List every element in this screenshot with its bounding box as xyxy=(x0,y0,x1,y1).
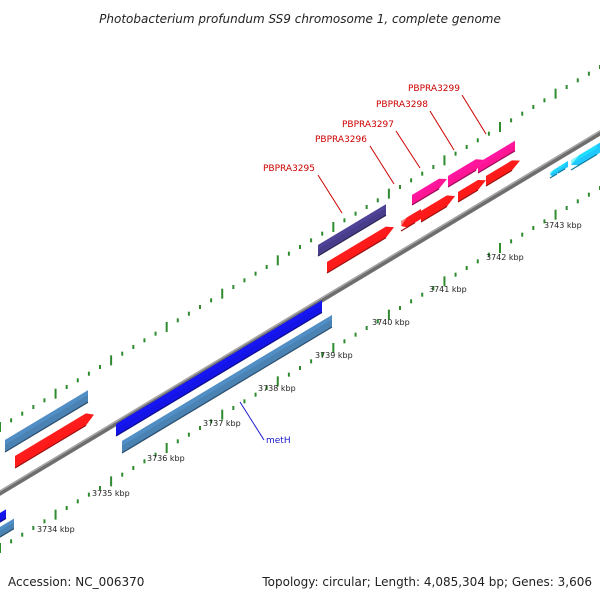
gene-meth-highlight xyxy=(122,315,332,446)
gene-red-left-highlight xyxy=(15,413,86,461)
gene-blue-long[interactable] xyxy=(115,300,323,437)
gene-label-pbpra3295[interactable]: PBPRA3295 xyxy=(263,164,315,174)
leader-pbpra3295 xyxy=(317,174,343,214)
gene-cyan-small-b-edge xyxy=(557,168,566,174)
leader-pbpra3298 xyxy=(429,110,455,151)
gene-pbpra3297-highlight xyxy=(412,178,439,199)
gene-label-pbpra3299[interactable]: PBPRA3299 xyxy=(408,84,460,94)
gene-steel-left-upper[interactable] xyxy=(4,390,89,453)
gene-cyan-small-a-edge xyxy=(549,173,558,179)
gene-pbpra3295-highlight xyxy=(318,204,386,250)
kbp-label: 3734 kbp xyxy=(37,525,75,534)
kbp-label: 3743 kbp xyxy=(544,221,582,230)
gene-steel-edge[interactable] xyxy=(0,518,15,540)
gene-steel-edge-edge xyxy=(0,528,15,538)
gene-blue-edge-edge xyxy=(0,517,7,523)
gene-cyan-right[interactable] xyxy=(570,140,600,171)
gene-pbpra3298[interactable] xyxy=(447,159,484,188)
gene-pbpra3297-body[interactable] xyxy=(412,178,447,205)
kbp-label: 3738 kbp xyxy=(258,384,296,393)
tick-marks xyxy=(0,65,600,553)
gene-labels: PBPRA3295 PBPRA3296 PBPRA3297 PBPRA3298 … xyxy=(263,84,460,446)
gene-pbpra3297-red-highlight xyxy=(421,195,447,216)
leader-pbpra3296 xyxy=(369,145,395,185)
gene-pbpra3299-highlight xyxy=(478,140,515,167)
backbone-line xyxy=(0,130,600,496)
gene-pbpra3295-edge xyxy=(317,214,387,257)
topology-text: Topology: circular; Length: 4,085,304 bp… xyxy=(261,575,592,589)
gene-blue-long-highlight xyxy=(116,300,322,429)
gene-steel-edge-highlight xyxy=(0,518,14,531)
gene-pbpra3296[interactable] xyxy=(400,209,421,232)
gene-pbpra3297-red[interactable] xyxy=(420,195,455,223)
accession-text: Accession: NC_006370 xyxy=(8,575,144,589)
gene-meth[interactable] xyxy=(121,315,333,454)
gene-red-left-edge xyxy=(14,424,87,469)
kbp-label: 3741 kbp xyxy=(429,285,467,294)
gene-meth-edge xyxy=(121,326,333,454)
gene-pbpra3296-highlight xyxy=(401,212,415,225)
gene-pbpra3299-edge xyxy=(477,150,516,174)
gene-pbpra3299[interactable] xyxy=(477,140,516,174)
gene-cyan-right-edge xyxy=(570,153,598,171)
gene-label-pbpra3298[interactable]: PBPRA3298 xyxy=(376,100,428,110)
gene-red-b-body[interactable] xyxy=(458,180,486,202)
gene-pbpra3298-edge xyxy=(447,169,477,188)
gene-red-a-edge xyxy=(326,237,387,274)
gene-red-a-body[interactable] xyxy=(327,226,394,273)
gene-red-c[interactable] xyxy=(485,160,520,187)
gene-red-left[interactable] xyxy=(14,413,94,469)
gene-cyan-small-a[interactable] xyxy=(549,166,560,179)
leader-meth xyxy=(239,401,265,441)
map-title: Photobacterium profundum SS9 chromosome … xyxy=(99,12,501,26)
gene-label-meth[interactable]: metH xyxy=(266,436,291,446)
gene-red-a[interactable] xyxy=(326,226,394,274)
gene-label-pbpra3297[interactable]: PBPRA3297 xyxy=(342,120,394,130)
gene-red-c-body[interactable] xyxy=(486,160,520,186)
backbone-highlight xyxy=(0,130,600,492)
gene-blue-edge[interactable] xyxy=(0,509,7,525)
gene-cyan-small-b[interactable] xyxy=(557,161,568,174)
gene-cyan-right-highlight xyxy=(571,144,597,164)
gene-red-b[interactable] xyxy=(457,180,486,203)
gene-cyan-small-b-highlight xyxy=(558,162,565,170)
gene-label-pbpra3296[interactable]: PBPRA3296 xyxy=(315,135,367,145)
gene-cyan-small-a-highlight xyxy=(550,167,557,175)
kbp-label: 3735 kbp xyxy=(92,489,130,498)
gene-red-b-edge xyxy=(457,189,479,203)
position-labels: 3734 kbp 3735 kbp 3736 kbp 3737 kbp 3738… xyxy=(37,221,582,534)
gene-steel-left-upper-highlight xyxy=(5,390,88,445)
kbp-label: 3742 kbp xyxy=(486,253,524,262)
gene-red-a-highlight xyxy=(327,226,386,267)
gene-steel-left-upper-edge xyxy=(4,401,89,453)
gene-pbpra3297-red-body[interactable] xyxy=(421,195,455,222)
kbp-label: 3737 kbp xyxy=(203,419,241,428)
gene-pbpra3298-body[interactable] xyxy=(448,159,484,187)
kbp-label: 3736 kbp xyxy=(147,454,185,463)
label-leader-lines xyxy=(239,94,487,441)
gene-features[interactable] xyxy=(0,140,600,540)
gene-pbpra3297-red-edge xyxy=(420,205,448,223)
gene-red-c-highlight xyxy=(486,160,512,180)
gene-red-left-body[interactable] xyxy=(15,413,94,468)
gene-pbpra3296-edge xyxy=(400,222,416,232)
gene-pbpra3298-highlight xyxy=(448,159,476,181)
gene-pbpra3295[interactable] xyxy=(317,204,387,257)
gene-blue-long-edge xyxy=(115,311,323,437)
gene-red-b-highlight xyxy=(458,180,478,196)
gene-blue-edge-highlight xyxy=(0,509,6,517)
chromosome-backbone xyxy=(0,130,600,496)
gene-pbpra3297-edge xyxy=(411,188,440,206)
gene-pbpra3297[interactable] xyxy=(411,178,447,206)
kbp-label: 3740 kbp xyxy=(372,318,410,327)
gene-red-c-edge xyxy=(485,169,513,187)
kbp-label: 3739 kbp xyxy=(315,351,353,360)
leader-pbpra3297 xyxy=(395,130,421,169)
leader-pbpra3299 xyxy=(461,94,487,135)
